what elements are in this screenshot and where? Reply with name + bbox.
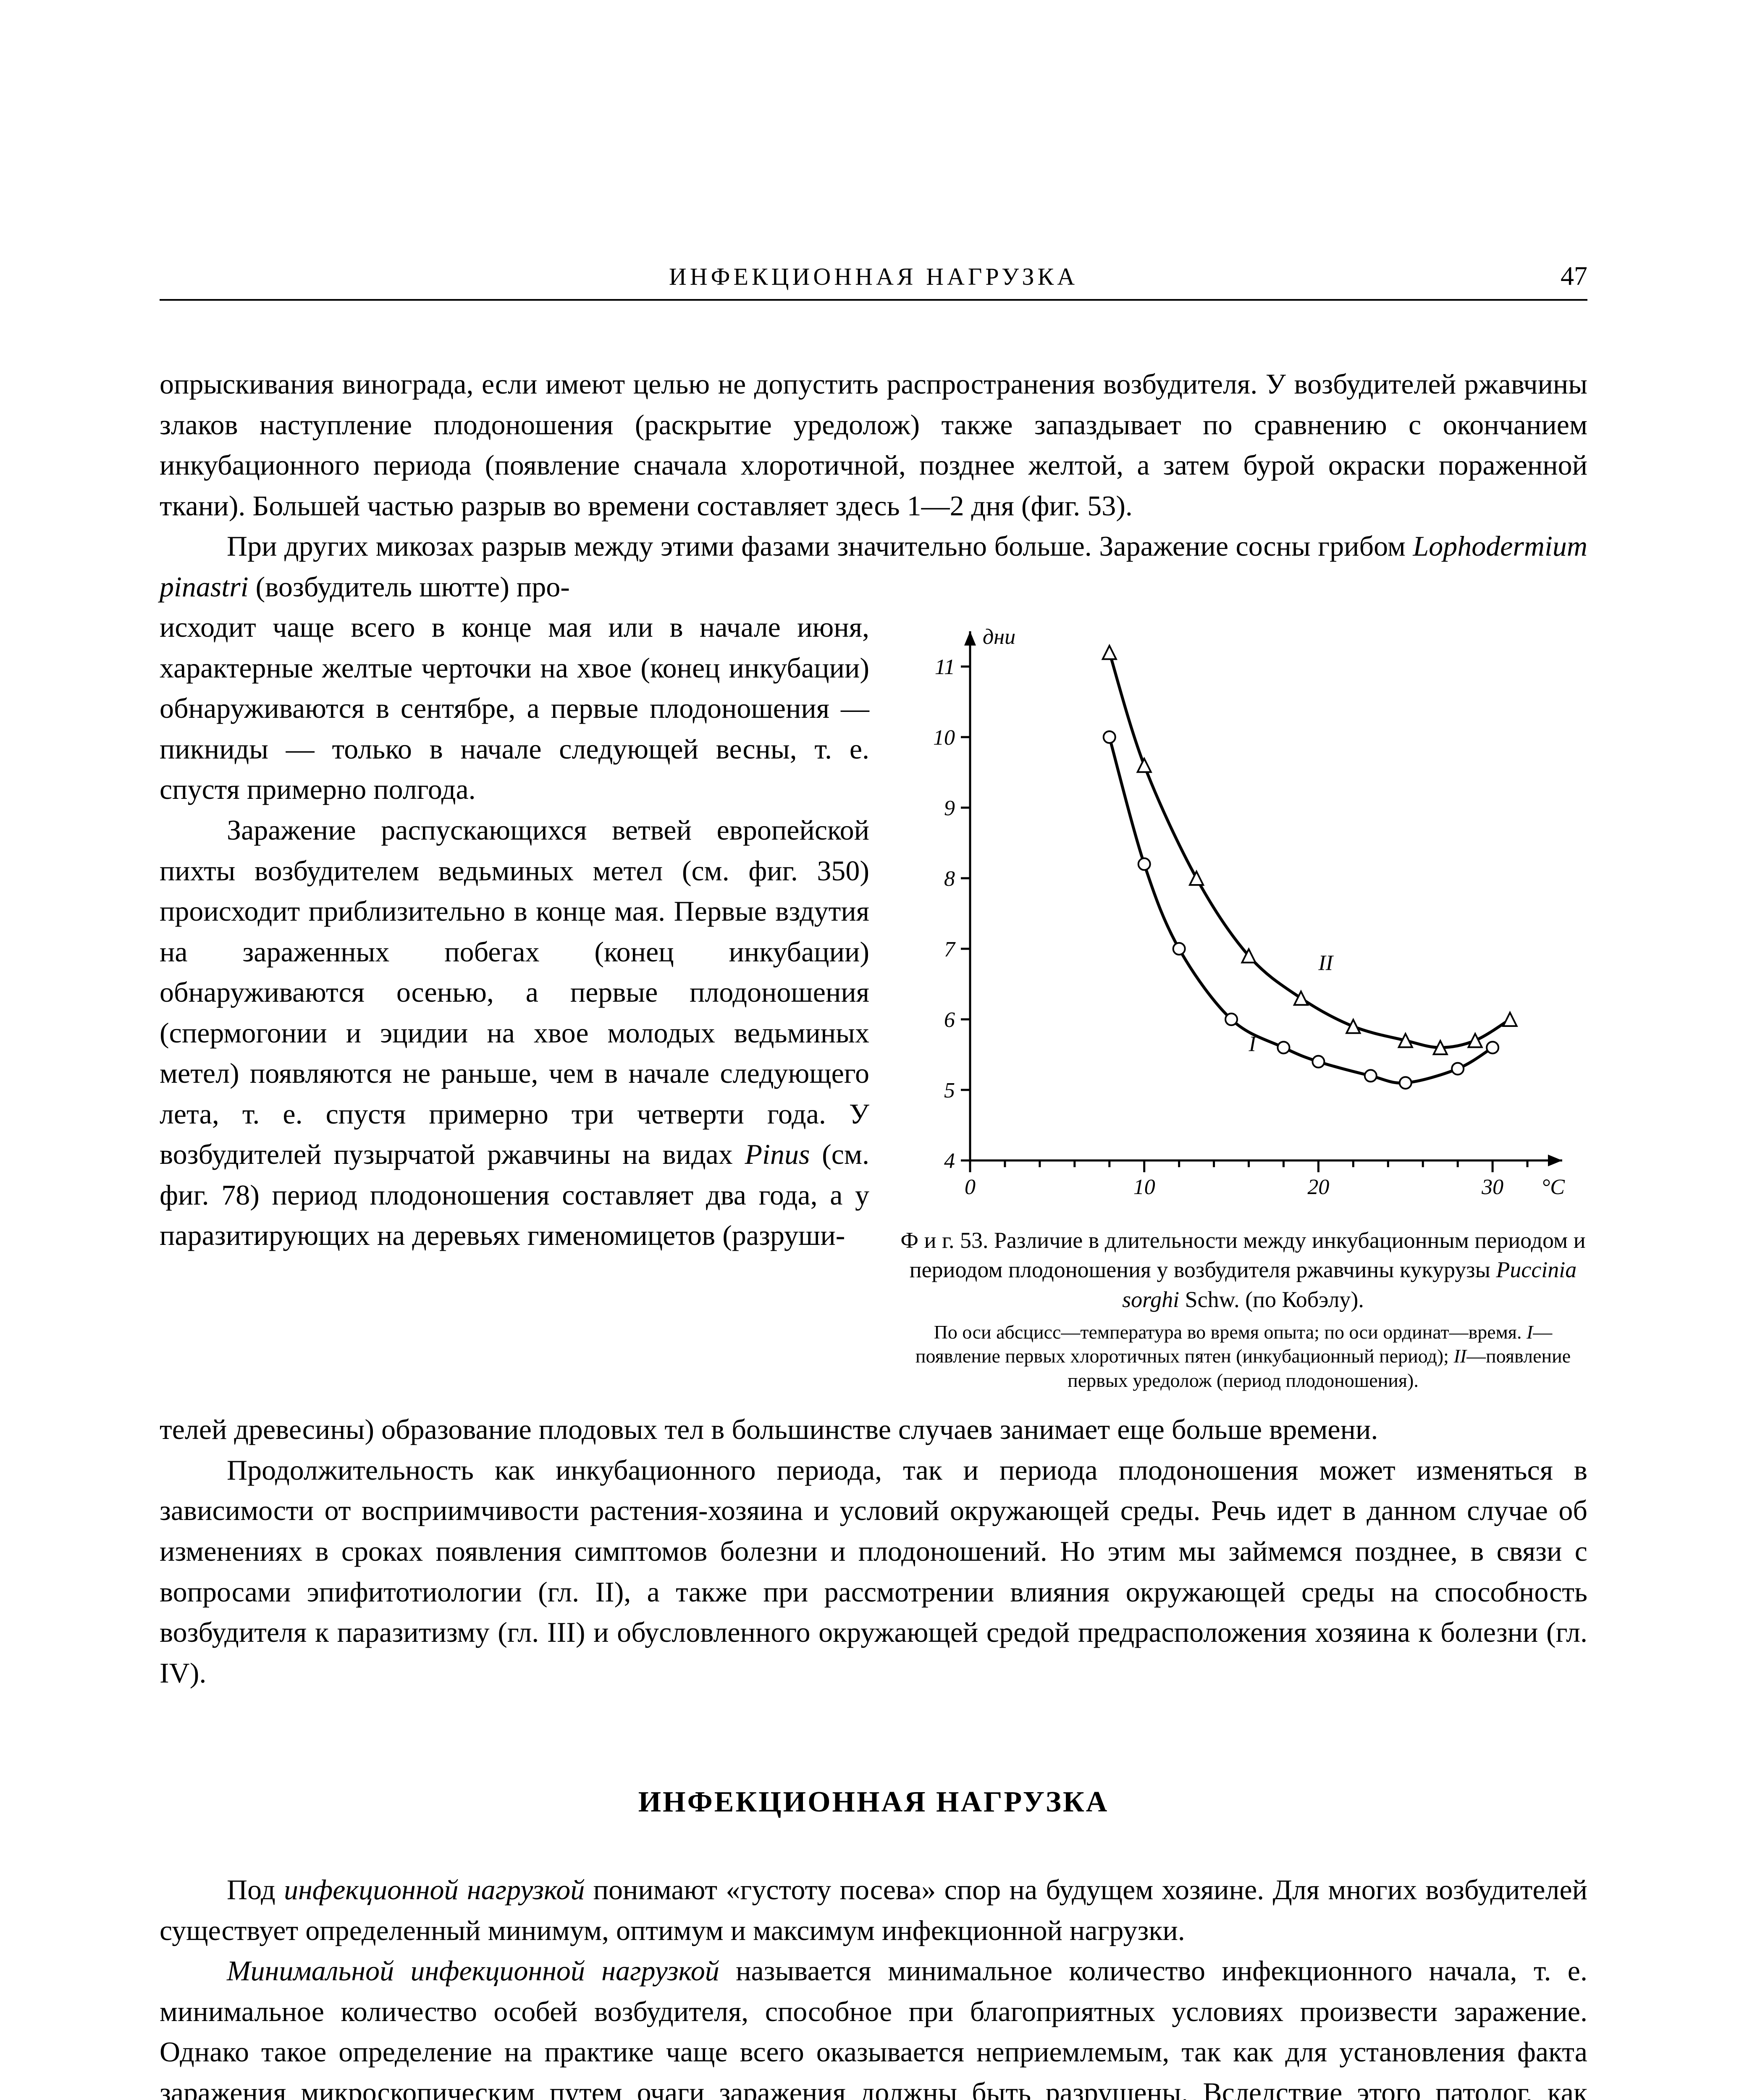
svg-text:5: 5 bbox=[944, 1079, 955, 1102]
p2-a: При других микозах разрыв между этими фа… bbox=[227, 530, 1413, 562]
p2-b: (возбудитель шютте) про- bbox=[249, 571, 570, 603]
p3-i: Pinus bbox=[745, 1138, 810, 1170]
running-head: ИНФЕКЦИОННАЯ НАГРУЗКА 47 bbox=[160, 260, 1587, 301]
paragraph-4: Продолжительность как инкубационного пер… bbox=[160, 1450, 1587, 1693]
p6-i: Минимальной инфекционной нагрузкой bbox=[227, 1955, 719, 1987]
paragraph-2-lead: При других микозах разрыв между этими фа… bbox=[160, 526, 1587, 607]
figure-53-chart: 45678910110102030дни11°CIII bbox=[899, 614, 1587, 1211]
svg-text:9: 9 bbox=[944, 796, 955, 820]
page-number: 47 bbox=[1537, 260, 1587, 291]
svg-text:дни: дни bbox=[983, 625, 1015, 649]
p5-a: Под bbox=[227, 1874, 284, 1906]
p3-a: Заражение распускающихся ветвей европейс… bbox=[160, 814, 869, 1170]
figure-53-caption-small: По оси абсцисс—температура во время опыт… bbox=[899, 1320, 1587, 1393]
figure-53: 45678910110102030дни11°CIII Ф и г. Ф и г… bbox=[899, 614, 1587, 1392]
caption-text-a: Ф и г. 53. Различие в длительности между… bbox=[900, 1228, 1585, 1282]
svg-text:10: 10 bbox=[933, 726, 955, 750]
paragraph-5: Под инфекционной нагрузкой понимают «гус… bbox=[160, 1869, 1587, 1950]
svg-text:11: 11 bbox=[935, 655, 955, 679]
running-title: ИНФЕКЦИОННАЯ НАГРУЗКА bbox=[210, 262, 1537, 291]
svg-text:7: 7 bbox=[944, 937, 956, 961]
caption-text-b: Schw. (по Кобэлу). bbox=[1179, 1287, 1364, 1312]
caption-small-i1: I bbox=[1527, 1321, 1533, 1343]
svg-text:6: 6 bbox=[944, 1008, 955, 1032]
section-heading: ИНФЕКЦИОННАЯ НАГРУЗКА bbox=[160, 1785, 1587, 1819]
svg-text:30: 30 bbox=[1481, 1175, 1503, 1199]
figure-53-caption: Ф и г. Ф и г. 53. Различие в длительност… bbox=[899, 1226, 1587, 1314]
svg-text:II: II bbox=[1318, 951, 1334, 975]
svg-text:I: I bbox=[1249, 1032, 1257, 1056]
svg-text:8: 8 bbox=[944, 867, 955, 891]
paragraph-3-cont: телей древесины) образование плодовых те… bbox=[160, 1409, 1587, 1450]
svg-text:0: 0 bbox=[965, 1175, 976, 1199]
page: ИНФЕКЦИОННАЯ НАГРУЗКА 47 опрыскивания ви… bbox=[0, 0, 1747, 2100]
svg-text:10: 10 bbox=[1133, 1175, 1155, 1199]
p5-i: инфекционной нагрузкой bbox=[284, 1874, 585, 1906]
paragraph-1: опрыскивания винограда, если имеют целью… bbox=[160, 364, 1587, 526]
caption-small-i2: II bbox=[1453, 1345, 1466, 1367]
svg-text:4: 4 bbox=[944, 1149, 955, 1173]
svg-text:20: 20 bbox=[1307, 1175, 1329, 1199]
caption-small-a: По оси абсцисс—температура во время опыт… bbox=[934, 1321, 1527, 1343]
svg-text:°C: °C bbox=[1542, 1175, 1566, 1199]
paragraph-6: Минимальной инфекционной нагрузкой назыв… bbox=[160, 1950, 1587, 2100]
